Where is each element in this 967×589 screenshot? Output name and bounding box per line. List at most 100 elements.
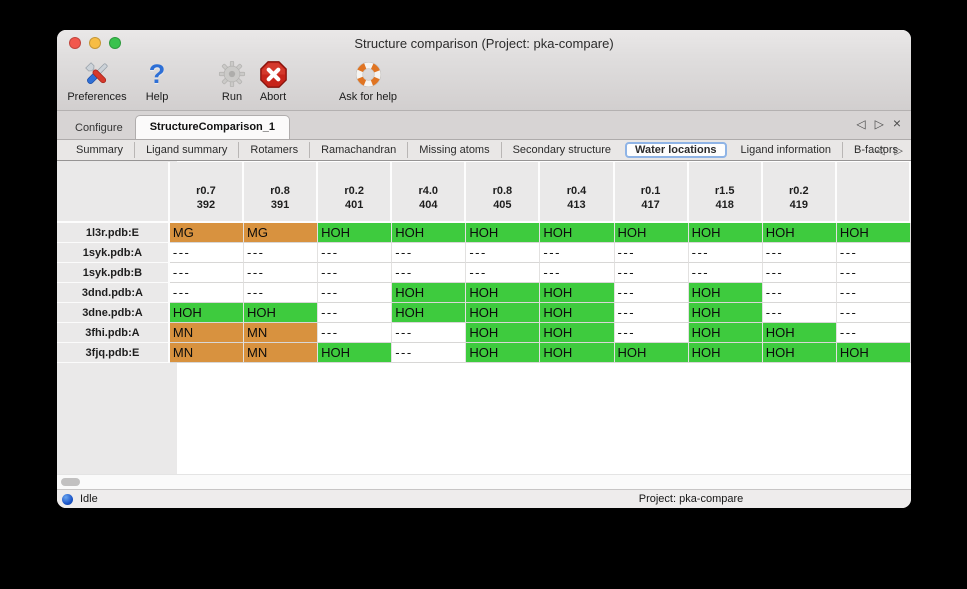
water-cell[interactable]: HOH [466,323,541,343]
column-header[interactable]: r0.4 413 [540,162,615,223]
water-cell[interactable]: MG [243,223,319,243]
water-cell[interactable]: HOH [762,343,837,363]
water-cell[interactable]: --- [392,323,467,343]
column-header[interactable]: r0.7 392 [169,162,244,223]
water-cell[interactable]: MN [243,323,319,343]
column-header[interactable]: r0.1 417 [614,162,689,223]
water-cell[interactable]: --- [836,303,911,323]
water-cell[interactable]: HOH [614,223,689,243]
water-cell[interactable]: --- [540,263,615,283]
water-cell[interactable]: HOH [243,303,319,323]
water-cell[interactable]: HOH [540,343,615,363]
tab-close-icon[interactable]: × [892,115,901,131]
water-cell[interactable]: --- [836,323,911,343]
abort-button[interactable]: Abort [251,58,295,103]
water-cell[interactable]: HOH [762,223,837,243]
water-cell[interactable]: HOH [540,303,615,323]
horizontal-scrollbar-thumb[interactable] [61,478,80,486]
subtab-ligand-summary[interactable]: Ligand summary [134,142,238,158]
subtab-rotamers[interactable]: Rotamers [238,142,309,158]
water-cell[interactable]: --- [762,263,837,283]
water-cell[interactable]: --- [762,283,837,303]
water-cell[interactable]: HOH [836,343,911,363]
tab-scroll-right-icon[interactable]: ▷ [874,117,884,131]
water-cell[interactable]: --- [243,243,319,263]
row-header[interactable]: 1syk.pdb:B [57,263,170,283]
row-header[interactable]: 3fhi.pdb:A [57,323,170,343]
zoom-window-button[interactable] [109,37,121,49]
water-cell[interactable]: MN [243,343,319,363]
row-header[interactable]: 1l3r.pdb:E [57,223,170,243]
horizontal-scrollbar[interactable] [57,474,911,489]
minimize-window-button[interactable] [89,37,101,49]
water-cell[interactable]: --- [762,303,837,323]
water-cell[interactable]: --- [836,243,911,263]
water-cell[interactable]: --- [392,343,467,363]
water-cell[interactable]: MN [169,343,244,363]
close-window-button[interactable] [69,37,81,49]
tab-configure[interactable]: Configure [75,122,123,134]
water-cell[interactable]: HOH [688,303,763,323]
subtab-ligand-information[interactable]: Ligand information [740,144,832,156]
subtab-scroll-left-icon[interactable]: ◁ [876,144,885,157]
subtab-ramachandran[interactable]: Ramachandran [309,142,407,158]
tab-scroll-left-icon[interactable]: ◁ [856,117,866,131]
water-cell[interactable]: HOH [392,223,467,243]
water-cell[interactable]: HOH [688,343,763,363]
water-cell[interactable]: HOH [466,303,541,323]
water-cell[interactable]: --- [169,283,244,303]
water-cell[interactable]: HOH [466,223,541,243]
water-cell[interactable]: HOH [614,343,689,363]
water-cell[interactable]: --- [318,243,393,263]
water-cell[interactable]: --- [392,263,467,283]
water-cell[interactable]: --- [318,323,393,343]
water-cell[interactable]: HOH [392,303,467,323]
subtab-missing-atoms[interactable]: Missing atoms [407,142,500,158]
water-cell[interactable]: HOH [688,223,763,243]
water-cell[interactable]: --- [688,263,763,283]
water-cell[interactable]: --- [243,283,319,303]
water-cell[interactable]: HOH [540,323,615,343]
water-cell[interactable]: --- [318,263,393,283]
subtab-b-factors[interactable]: B-factors [842,142,909,158]
column-header[interactable]: r0.8 405 [466,162,541,223]
water-cell[interactable]: --- [540,243,615,263]
preferences-button[interactable]: Preferences [65,58,129,103]
water-cell[interactable]: --- [614,283,689,303]
column-header[interactable]: r1.5 418 [688,162,763,223]
water-cell[interactable]: HOH [688,323,763,343]
water-cell[interactable]: --- [688,243,763,263]
water-cell[interactable]: HOH [466,343,541,363]
water-cell[interactable]: HOH [836,223,911,243]
water-cell[interactable]: --- [318,283,393,303]
column-header[interactable]: r0.2 419 [762,162,837,223]
water-cell[interactable]: --- [836,263,911,283]
subtab-summary[interactable]: Summary [76,144,124,156]
water-cell[interactable]: HOH [540,283,615,303]
water-cell[interactable]: --- [614,263,689,283]
row-header[interactable]: 3dne.pdb:A [57,303,170,323]
titlebar[interactable]: Structure comparison (Project: pka-compa… [57,30,911,56]
water-cell[interactable]: --- [614,243,689,263]
water-cell[interactable]: HOH [540,223,615,243]
column-header[interactable]: r0.2 401 [318,162,393,223]
water-cell[interactable]: --- [243,263,319,283]
ask-for-help-button[interactable]: Ask for help [335,58,401,103]
water-cell[interactable]: MG [169,223,244,243]
water-cell[interactable]: HOH [466,283,541,303]
water-cell[interactable]: --- [614,303,689,323]
subtab-secondary-structure[interactable]: Secondary structure [500,142,622,158]
water-cell[interactable]: HOH [762,323,837,343]
row-header[interactable]: 3fjq.pdb:E [57,343,170,363]
water-cell[interactable]: --- [836,283,911,303]
water-cell[interactable]: MN [169,323,244,343]
column-header[interactable]: r4.0 404 [392,162,467,223]
water-cell[interactable]: --- [392,243,467,263]
help-button[interactable]: ? Help [139,58,175,103]
subtab-scroll-right-icon[interactable]: ▷ [894,144,903,157]
water-cell[interactable]: HOH [318,223,393,243]
row-header[interactable]: 3dnd.pdb:A [57,283,170,303]
tab-structure-comparison-1[interactable]: StructureComparison_1 [134,115,291,139]
row-header[interactable]: 1syk.pdb:A [57,243,170,263]
subtab-water-locations[interactable]: Water locations [625,142,727,158]
